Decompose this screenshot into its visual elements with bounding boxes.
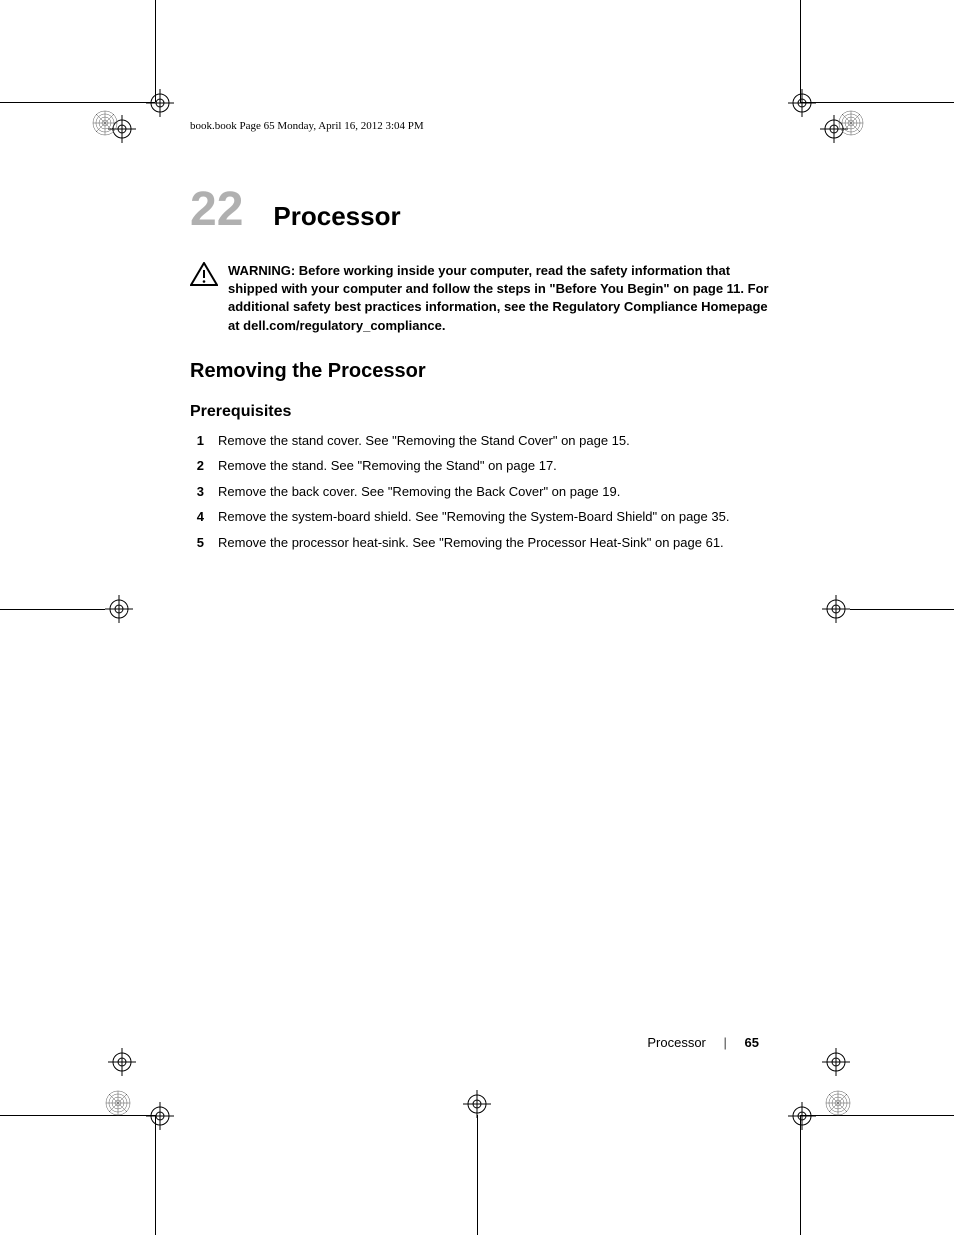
registration-mark-icon: [788, 89, 816, 117]
list-item: 2 Remove the stand. See "Removing the Sta…: [190, 456, 770, 476]
chapter-number: 22: [190, 182, 243, 237]
registration-mark-icon: [146, 1102, 174, 1130]
crop-bottom-right: [800, 1115, 954, 1116]
crop-top-left: [0, 102, 155, 103]
step-number: 3: [190, 482, 204, 502]
crop-mid-right: [850, 609, 954, 610]
warning-block: WARNING: Before working inside your comp…: [190, 262, 770, 335]
subsection-title: Prerequisites: [190, 403, 770, 421]
list-item: 3 Remove the back cover. See "Removing th…: [190, 482, 770, 502]
registration-mark-icon: [822, 1048, 850, 1076]
header-meta: book.book Page 65 Monday, April 16, 2012…: [190, 120, 770, 132]
step-number: 1: [190, 431, 204, 451]
list-item: 1 Remove the stand cover. See "Removing t…: [190, 431, 770, 451]
step-text: Remove the processor heat-sink. See "Rem…: [218, 533, 724, 553]
chapter-title: Processor: [273, 201, 400, 232]
registration-mark-icon: [108, 1048, 136, 1076]
footer-page-number: 65: [745, 1035, 759, 1050]
registration-mark-icon: [822, 595, 850, 623]
crop-top-right: [800, 102, 954, 103]
list-item: 4 Remove the system-board shield. See "Re…: [190, 507, 770, 527]
registration-mark-icon: [788, 1102, 816, 1130]
spirograph-icon: [838, 110, 864, 136]
section-title: Removing the Processor: [190, 360, 770, 383]
step-number: 4: [190, 507, 204, 527]
crop-bottom-left: [0, 1115, 155, 1116]
steps-list: 1 Remove the stand cover. See "Removing t…: [190, 431, 770, 553]
registration-mark-icon: [463, 1090, 491, 1118]
spirograph-icon: [105, 1090, 131, 1116]
step-text: Remove the stand. See "Removing the Stan…: [218, 456, 557, 476]
warning-label: WARNING:: [228, 263, 295, 278]
spirograph-icon: [825, 1090, 851, 1116]
chapter-heading: 22 Processor: [190, 182, 770, 237]
step-text: Remove the back cover. See "Removing the…: [218, 482, 620, 502]
footer-label: Processor: [647, 1035, 706, 1050]
footer-separator: |: [724, 1035, 727, 1050]
step-text: Remove the system-board shield. See "Rem…: [218, 507, 729, 527]
warning-triangle-icon: [190, 262, 218, 335]
step-text: Remove the stand cover. See "Removing th…: [218, 431, 630, 451]
crop-left-bottom: [155, 1115, 156, 1235]
registration-mark-icon: [105, 595, 133, 623]
list-item: 5 Remove the processor heat-sink. See "Re…: [190, 533, 770, 553]
page-content: book.book Page 65 Monday, April 16, 2012…: [190, 120, 770, 558]
warning-body: Before working inside your computer, rea…: [228, 263, 769, 333]
warning-text: WARNING: Before working inside your comp…: [228, 262, 770, 335]
spirograph-icon: [92, 110, 118, 136]
step-number: 5: [190, 533, 204, 553]
crop-left-top: [155, 0, 156, 102]
registration-mark-icon: [146, 89, 174, 117]
crop-mid-left: [0, 609, 105, 610]
step-number: 2: [190, 456, 204, 476]
crop-right-bottom: [800, 1115, 801, 1235]
page-footer: Processor | 65: [647, 1035, 759, 1050]
crop-mid-bottom: [477, 1115, 478, 1235]
crop-right-top: [800, 0, 801, 102]
